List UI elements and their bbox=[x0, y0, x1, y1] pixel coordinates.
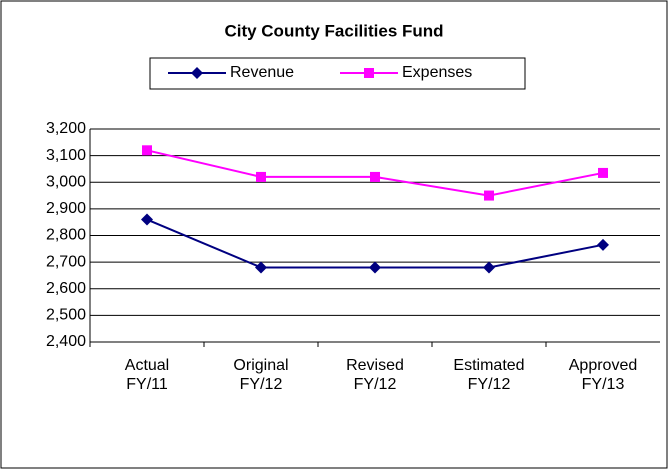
data-point bbox=[255, 261, 267, 274]
legend-label: Revenue bbox=[230, 64, 294, 81]
data-point bbox=[141, 213, 153, 226]
data-point bbox=[484, 190, 494, 201]
y-tick-label: 2,500 bbox=[46, 307, 86, 324]
data-point bbox=[256, 171, 266, 182]
x-tick-label: Actual bbox=[125, 357, 169, 374]
y-tick-label: 2,800 bbox=[46, 227, 86, 244]
data-point bbox=[598, 167, 608, 178]
y-tick-label: 3,100 bbox=[46, 147, 86, 164]
x-tick-label: FY/12 bbox=[354, 376, 397, 393]
x-tick-label: Approved bbox=[569, 357, 638, 374]
y-tick-label: 3,000 bbox=[46, 173, 86, 190]
y-tick-label: 2,900 bbox=[46, 200, 86, 217]
y-tick-label: 2,700 bbox=[46, 253, 86, 270]
data-point bbox=[483, 261, 495, 274]
data-point bbox=[597, 238, 609, 251]
x-tick-label: FY/12 bbox=[468, 376, 511, 393]
x-tick-label: Original bbox=[233, 357, 288, 374]
legend-marker bbox=[364, 68, 374, 78]
y-tick-label: 2,600 bbox=[46, 280, 86, 297]
x-tick-label: FY/12 bbox=[240, 376, 283, 393]
x-tick-label: Revised bbox=[346, 357, 404, 374]
data-point bbox=[369, 261, 381, 274]
chart-title: City County Facilities Fund bbox=[224, 21, 443, 40]
x-tick-label: FY/13 bbox=[582, 376, 625, 393]
data-point bbox=[142, 145, 152, 156]
y-tick-label: 2,400 bbox=[46, 333, 86, 350]
legend-label: Expenses bbox=[402, 64, 472, 81]
data-point bbox=[370, 171, 380, 182]
legend-marker bbox=[191, 67, 203, 79]
y-tick-label: 3,200 bbox=[46, 120, 86, 137]
x-tick-label: FY/11 bbox=[126, 376, 168, 393]
x-tick-label: Estimated bbox=[453, 357, 524, 374]
